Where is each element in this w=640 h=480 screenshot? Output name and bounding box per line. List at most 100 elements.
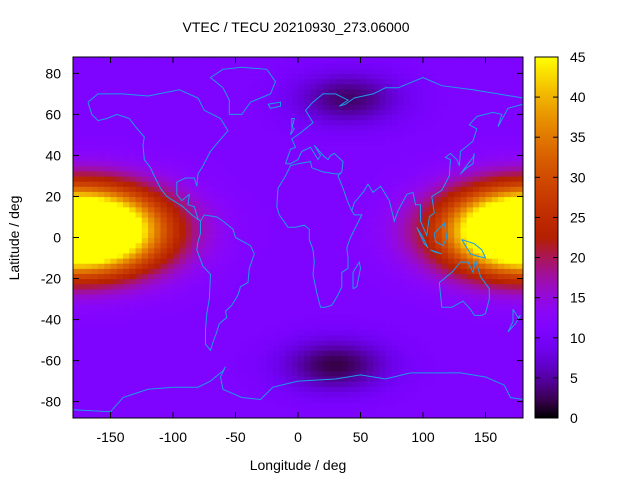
heatmap-cell [316,406,324,413]
heatmap-cell [391,124,399,131]
heatmap-cell [73,278,80,285]
heatmap-cell [404,57,412,59]
heatmap-cell [210,304,218,310]
heatmap-cell [410,314,418,321]
heatmap-cell [366,334,374,341]
heatmap-cell [260,222,268,228]
heatmap-cell [79,68,87,75]
heatmap-cell [73,58,80,64]
heatmap-cell [173,242,180,249]
heatmap-cell [73,299,80,305]
heatmap-cell [79,93,87,100]
heatmap-cell [254,216,262,223]
heatmap-cell [348,222,355,228]
heatmap-cell [266,365,274,372]
heatmap-cell [454,201,462,208]
heatmap-cell [498,329,505,336]
heatmap-cell [191,104,199,110]
heatmap-cell [473,119,480,126]
heatmap-cell [448,211,455,218]
heatmap-cell [373,145,380,151]
heatmap-cell [485,196,493,203]
heatmap-cell [335,304,343,310]
heatmap-cell [416,293,424,300]
heatmap-cell [398,140,405,146]
heatmap-cell [323,93,330,100]
heatmap-cell [135,242,143,249]
heatmap-cell [123,57,130,59]
heatmap-cell [148,411,155,418]
heatmap-cell [110,273,118,280]
heatmap-cell [348,396,355,403]
heatmap-cell [348,273,355,280]
heatmap-cell [116,175,124,182]
heatmap-cell [248,186,255,192]
heatmap-cell [260,114,268,121]
heatmap-cell [485,401,493,408]
heatmap-cell [298,73,305,80]
heatmap-cell [260,401,268,408]
heatmap-cell [191,58,199,64]
heatmap-cell [173,340,180,346]
heatmap-cell [129,396,137,403]
heatmap-cell [223,334,230,341]
heatmap-cell [229,196,237,203]
heatmap-cell [373,365,380,372]
heatmap-cell [360,145,368,151]
heatmap-cell [348,334,355,341]
heatmap-cell [279,150,287,157]
heatmap-cell [191,155,199,162]
heatmap-cell [166,258,174,264]
heatmap-cell [485,406,493,413]
heatmap-cell [273,268,280,274]
heatmap-cell [260,73,268,80]
heatmap-cell [473,365,480,372]
heatmap-cell [298,278,305,285]
heatmap-cell [116,345,124,351]
heatmap-cell [391,324,399,331]
heatmap-cell [104,68,112,75]
heatmap-cell [273,227,280,233]
heatmap-cell [291,370,299,377]
heatmap-cell [410,273,418,280]
heatmap-cell [198,365,205,372]
heatmap-cell [191,283,199,290]
heatmap-cell [135,360,143,367]
heatmap-cell [291,57,299,59]
heatmap-cell [366,68,374,75]
heatmap-cell [123,370,130,377]
heatmap-cell [491,201,499,208]
heatmap-cell [116,268,124,274]
heatmap-cell [385,129,393,136]
heatmap-cell [304,288,312,295]
heatmap-cell [235,150,243,157]
heatmap-cell [129,186,137,192]
heatmap-cell [173,150,180,157]
heatmap-cell [473,201,480,208]
heatmap-cell [335,350,343,357]
heatmap-cell [85,365,93,372]
heatmap-cell [229,191,237,198]
heatmap-cell [248,57,255,59]
heatmap-cell [135,386,143,392]
heatmap-cell [223,309,230,316]
heatmap-cell [323,381,330,387]
heatmap-cell [298,386,305,392]
heatmap-cell [235,411,243,418]
heatmap-cell [235,175,243,182]
heatmap-cell [204,299,212,305]
heatmap-cell [91,124,99,131]
heatmap-cell [348,299,355,305]
heatmap-cell [323,334,330,341]
heatmap-cell [110,181,118,187]
heatmap-cell [73,411,80,418]
heatmap-cell [91,88,99,95]
heatmap-cell [354,258,362,264]
heatmap-cell [198,68,205,75]
heatmap-cell [110,299,118,305]
heatmap-cell [216,88,224,95]
heatmap-cell [216,391,224,398]
heatmap-cell [348,63,355,69]
heatmap-cell [166,288,174,295]
heatmap-cell [285,406,293,413]
